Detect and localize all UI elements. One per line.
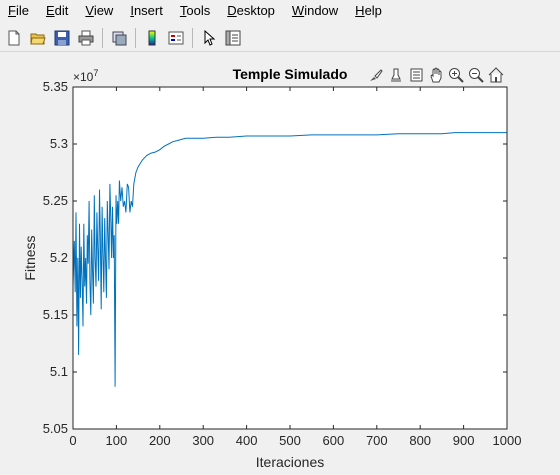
menu-edit[interactable]: Edit: [45, 3, 69, 18]
plot-svg: 0 100 200 300 400 500 600 700 800 900 10005.055.15…: [22, 66, 522, 470]
home-icon[interactable]: [486, 66, 506, 84]
x-tick-label: 400: [236, 433, 258, 448]
menu-file[interactable]: File: [8, 3, 29, 18]
y-tick-label: 5.2: [50, 250, 68, 265]
open-file-icon[interactable]: [28, 28, 48, 48]
menu-window[interactable]: Window: [291, 3, 339, 18]
x-tick-label: 600: [323, 433, 345, 448]
axes-background: [73, 87, 507, 429]
axes-toolbar: [366, 65, 506, 85]
x-tick-label: 100: [106, 433, 128, 448]
x-tick-label: 200: [149, 433, 171, 448]
figure-canvas: 0 100 200 300 400 500 600 700 800 900 1000 5.05 5.1 5…: [0, 53, 560, 475]
menu-view[interactable]: View: [85, 3, 114, 18]
toolbar-separator: [102, 27, 103, 48]
menu-insert[interactable]: Insert: [130, 3, 163, 18]
pan-icon[interactable]: [426, 66, 446, 84]
colorbar-icon[interactable]: [142, 28, 162, 48]
x-tick-label: 900: [453, 433, 475, 448]
new-figure-icon[interactable]: [4, 28, 24, 48]
edit-plot-arrow-icon[interactable]: [199, 28, 219, 48]
toolbar-separator: [135, 27, 136, 48]
data-tips-icon[interactable]: [386, 66, 406, 84]
series-line: [72, 132, 507, 387]
menu-bar: File Edit View Insert Tools Desktop Window Help: [0, 0, 560, 22]
y-tick-label: 5.05: [43, 421, 68, 436]
y-tick-label: 5.15: [43, 307, 68, 322]
x-axis-label: Iteraciones: [256, 454, 324, 470]
axes-box: [72, 86, 508, 430]
menu-desktop[interactable]: Desktop: [227, 3, 275, 18]
link-plot-icon[interactable]: [109, 28, 129, 48]
x-tick-label: 500: [279, 433, 301, 448]
chart-title: Temple Simulado: [233, 66, 348, 82]
x-tick-label: 300: [192, 433, 214, 448]
y-exponent-label: ×107: [73, 68, 98, 84]
y-tick-label: 5.1: [50, 364, 68, 379]
figure-toolbar: [0, 24, 560, 52]
export-icon[interactable]: [406, 66, 426, 84]
menu-help[interactable]: Help: [355, 3, 382, 18]
menu-tools[interactable]: Tools: [179, 3, 211, 18]
x-tick-label: 800: [409, 433, 431, 448]
zoom-out-icon[interactable]: [466, 66, 486, 84]
y-tick-label: 5.25: [43, 193, 68, 208]
y-tick-label: 5.3: [50, 136, 68, 151]
save-icon[interactable]: [52, 28, 72, 48]
print-icon[interactable]: [76, 28, 96, 48]
x-tick-label: 700: [366, 433, 388, 448]
y-tick-label: 5.35: [43, 79, 68, 94]
y-axis-label: Fitness: [22, 235, 38, 280]
legend-icon[interactable]: [166, 28, 186, 48]
zoom-in-icon[interactable]: [446, 66, 466, 84]
x-tick-label: 0: [69, 433, 76, 448]
toolbar-separator: [192, 27, 193, 48]
property-inspector-icon[interactable]: [223, 28, 243, 48]
x-tick-label: 1000: [493, 433, 522, 448]
brush-icon[interactable]: [366, 66, 386, 84]
